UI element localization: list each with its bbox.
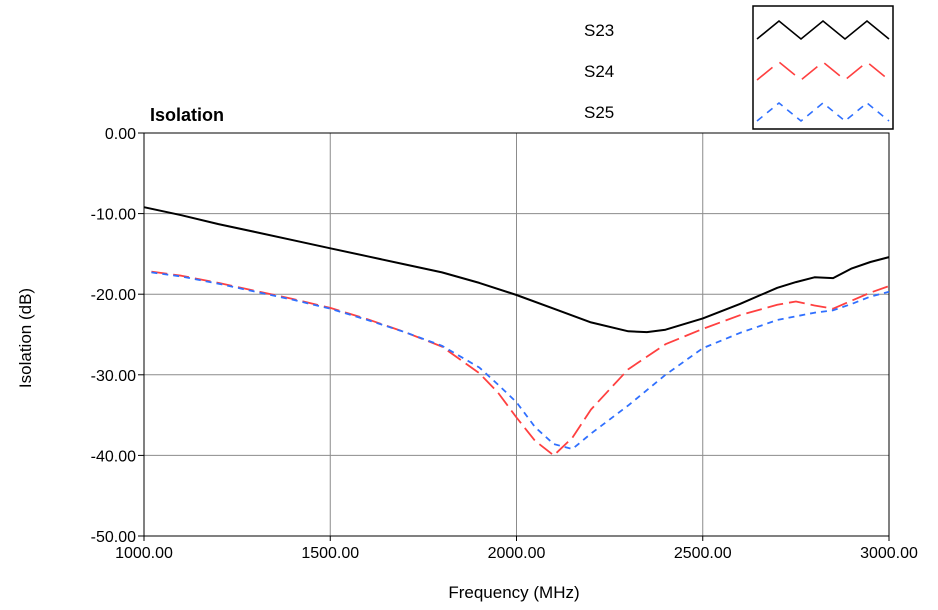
x-tick-label: 1000.00 [115,545,173,562]
series-line-s24 [151,270,890,457]
legend-swatch-s23 [756,19,890,41]
y-tick-label: -20.00 [91,287,136,304]
series-layer [143,206,890,457]
y-tick-label: -10.00 [91,207,136,224]
chart-title: Isolation [150,105,224,125]
y-axis-title: Isolation (dB) [16,288,35,388]
x-tick-label: 1500.00 [301,545,359,562]
grid [143,132,890,537]
x-axis-title: Frequency (MHz) [448,583,579,602]
y-tick-label: -50.00 [91,529,136,546]
legend-swatch-s25 [756,101,890,123]
y-tick-label: -40.00 [91,448,136,465]
legend-box [752,5,894,130]
axes: 0.00 -10.00 -20.00 -30.00 -40.00 -50.001000.0… [91,126,918,562]
y-tick-label: 0.00 [105,126,136,143]
legend-label-s24: S24 [584,62,614,81]
legend-label-s25: S25 [584,103,614,122]
y-tick-label: -30.00 [91,368,136,385]
x-tick-label: 2000.00 [488,545,546,562]
x-tick-label: 3000.00 [860,545,918,562]
legend: S23 S24 S25 [584,5,894,130]
x-tick-label: 2500.00 [674,545,732,562]
series-line-s23 [143,206,890,334]
legend-label-s23: S23 [584,21,614,40]
